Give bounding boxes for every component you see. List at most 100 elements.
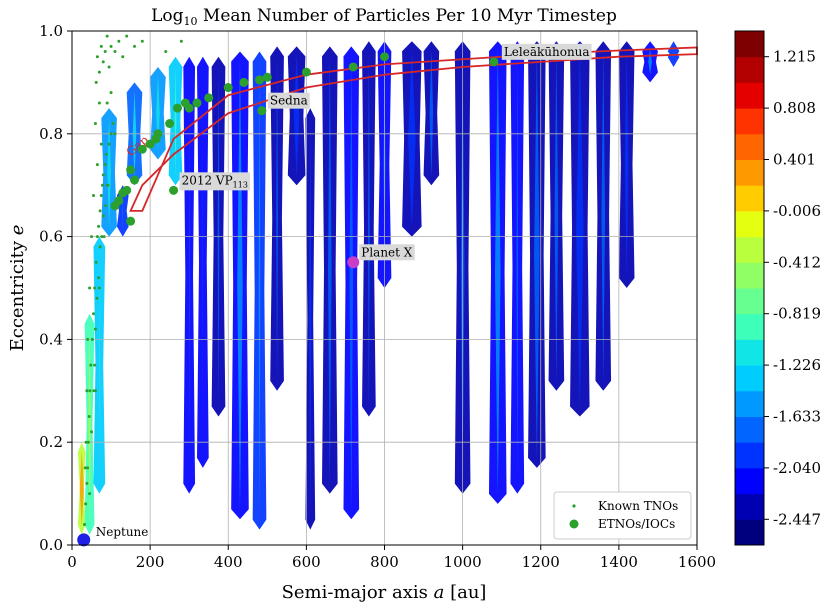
colorbar-band	[735, 31, 764, 58]
known-tno-point	[84, 502, 88, 506]
heat-cell-core	[88, 321, 91, 527]
etno-point	[151, 134, 161, 144]
etno-point	[204, 93, 214, 103]
heat-cell-core	[258, 59, 261, 522]
known-tno-points	[83, 34, 183, 526]
known-tno-point	[100, 235, 104, 239]
heat-layer	[77, 41, 680, 535]
known-tno-point	[104, 204, 108, 208]
known-tno-point	[97, 101, 101, 105]
known-tno-point	[133, 44, 136, 48]
known-tno-point	[88, 492, 92, 496]
colorbar-band	[735, 108, 764, 135]
known-tno-point	[99, 142, 103, 146]
y-axis-ticks: 0.0 0.2 0.4 0.6 0.8 1.0	[39, 22, 72, 554]
heat-cell-core	[648, 49, 652, 75]
etno-point	[169, 185, 179, 195]
known-tno-point	[101, 60, 105, 64]
known-tno-point	[113, 50, 117, 54]
known-tno-point	[93, 286, 97, 290]
x-axis-label: Semi-major axis a [au]	[282, 582, 487, 603]
heat-cell-core	[516, 49, 519, 486]
known-tno-point	[86, 440, 90, 444]
heat-cell-core	[293, 54, 300, 178]
etno-point	[380, 52, 389, 62]
known-tno-point	[94, 80, 98, 84]
etno-point	[192, 98, 202, 108]
colorbar-band	[735, 159, 764, 186]
colorbar-band	[735, 288, 764, 315]
known-tno-point	[89, 363, 93, 367]
y-tick-label: 0.4	[39, 330, 63, 348]
etno-point	[348, 62, 358, 72]
colorbar-tick-label: -1.633	[773, 408, 821, 426]
etno-point	[126, 165, 136, 175]
known-tno-point	[105, 101, 109, 105]
known-tno-point	[83, 466, 87, 470]
known-tno-point	[97, 276, 101, 280]
y-tick-label: 0.6	[39, 228, 63, 246]
etno-point	[489, 57, 499, 67]
colorbar-band	[735, 390, 764, 417]
colorbar-band	[735, 467, 764, 495]
known-tno-point	[107, 65, 111, 69]
colorbar-tick-label: -0.819	[773, 305, 821, 323]
known-tno-point	[97, 286, 101, 290]
known-tno-point	[109, 91, 113, 95]
neptune-label: Neptune	[96, 525, 149, 539]
etno-point	[165, 119, 175, 129]
annotation-label: Leleākūhonua	[501, 43, 592, 60]
chart-title: Log10 Mean Number of Particles Per 10 My…	[151, 6, 617, 28]
known-tno-point	[104, 152, 108, 156]
heat-cell-core	[429, 49, 434, 178]
etno-point	[255, 75, 264, 85]
annotation-text: Planet X	[361, 245, 413, 259]
colorbar: 1.215 0.808 0.401 -0.006 -0.412 -0.819 -1.226 -…	[734, 30, 821, 546]
known-tno-point	[100, 183, 104, 187]
etno-point	[130, 175, 139, 185]
etno-point	[301, 67, 311, 77]
known-tno-point	[95, 55, 99, 59]
colorbar-band	[735, 133, 764, 160]
known-tno-point	[103, 50, 107, 54]
known-tno-point	[98, 209, 102, 213]
known-tno-point	[140, 39, 144, 43]
legend: Known TNOs ETNOs/IOCs	[553, 491, 692, 540]
etno-point	[184, 103, 194, 113]
heat-cell-core	[79, 450, 84, 527]
colorbar-band	[735, 56, 764, 83]
known-tno-point	[121, 55, 125, 59]
y-axis-label: Eccentricity e	[7, 225, 28, 352]
heat-cell-core	[174, 64, 177, 178]
colorbar-band	[735, 82, 764, 109]
etno-point	[223, 83, 233, 93]
legend-box	[553, 491, 692, 540]
annotation-box	[179, 172, 250, 191]
known-tno-point	[87, 415, 91, 418]
etno-point	[262, 72, 272, 82]
colorbar-band	[735, 519, 764, 546]
colorbar-tick-label: 1.215	[773, 48, 816, 66]
known-tno-point	[93, 327, 97, 331]
annotation-box	[359, 244, 415, 261]
legend-tno-marker	[572, 504, 576, 508]
heat-cell-core	[408, 49, 416, 229]
colorbar-band	[735, 313, 764, 340]
known-tno-point	[94, 260, 98, 264]
etno-point	[114, 196, 124, 206]
known-tno-point	[117, 39, 121, 43]
known-tno-point	[105, 34, 109, 38]
known-tno-point	[106, 183, 110, 187]
known-tno-point	[103, 163, 107, 167]
grid-lines	[72, 31, 697, 545]
colorbar-tick-label: 0.808	[773, 99, 816, 117]
known-tno-point	[83, 522, 86, 526]
colorbar-tick-label: -2.447	[773, 510, 821, 528]
etno-point	[257, 106, 267, 116]
heat-cell-core	[276, 54, 278, 383]
known-tno-point	[98, 245, 102, 249]
known-tno-point	[102, 235, 106, 239]
known-tno-point	[99, 193, 103, 197]
known-tno-point	[91, 193, 95, 197]
